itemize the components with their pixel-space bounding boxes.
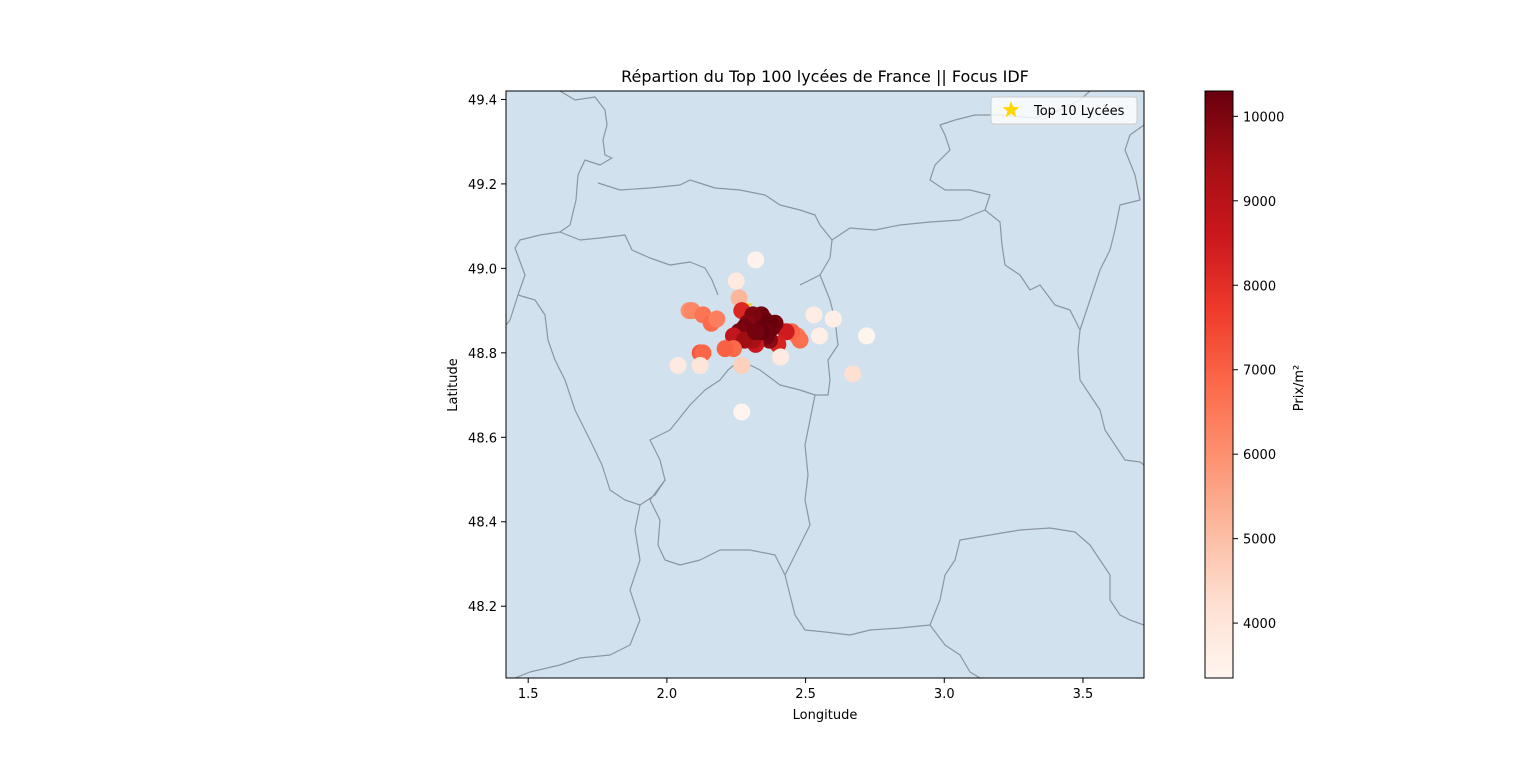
x-axis-label: Longitude (793, 708, 858, 723)
data-point (708, 310, 726, 328)
data-point (694, 344, 712, 362)
data-point (844, 365, 862, 383)
data-point (858, 327, 876, 345)
x-axis-ticks: 1.5 2.0 2.5 3.0 3.5 (518, 678, 1093, 702)
x-tick-label: 1.5 (518, 687, 539, 702)
colorbar-ticks: 4000 5000 6000 7000 8000 9000 10000 (1233, 110, 1284, 632)
colorbar-tick-label: 4000 (1243, 617, 1276, 632)
data-point (747, 251, 765, 269)
colorbar-tick-label: 9000 (1243, 195, 1276, 210)
border-line (597, 179, 833, 286)
y-tick-label: 49.2 (468, 178, 497, 193)
y-tick-label: 49.4 (468, 93, 497, 108)
border-line (514, 504, 641, 678)
data-point (747, 323, 765, 341)
colorbar-tick-label: 8000 (1243, 279, 1276, 294)
data-point (824, 310, 842, 328)
data-point (669, 356, 687, 374)
x-tick-label: 2.5 (795, 687, 816, 702)
legend-box (990, 96, 1138, 125)
border-line (559, 231, 719, 296)
border-line (506, 91, 613, 326)
data-point (716, 340, 734, 358)
colorbar-label: Prix/m² (1292, 365, 1307, 412)
legend-label: Top 10 Lycées (1033, 104, 1125, 119)
data-point (805, 306, 823, 324)
colorbar-tick-label: 7000 (1243, 364, 1276, 379)
data-point (733, 403, 751, 421)
border-line (1079, 124, 1144, 331)
data-point (691, 356, 709, 374)
border-line (784, 394, 816, 576)
border-line (649, 479, 981, 678)
data-point (727, 272, 745, 290)
data-point (810, 327, 828, 345)
y-tick-label: 48.4 (468, 516, 497, 531)
border-line (929, 527, 1144, 626)
data-point (733, 356, 751, 374)
department-borders (506, 91, 1144, 678)
colorbar-gradient (1204, 90, 1234, 679)
y-tick-label: 49.0 (468, 262, 497, 277)
legend: Top 10 Lycées (990, 96, 1138, 125)
y-tick-label: 48.6 (468, 431, 497, 446)
border-line (517, 294, 741, 506)
plot-area (505, 90, 1145, 679)
map-background (506, 91, 1144, 678)
y-tick-label: 48.2 (468, 600, 497, 615)
legend-star-icon (1002, 101, 1020, 118)
colorbar-tick-label: 10000 (1243, 110, 1284, 125)
plot-frame (505, 90, 1145, 679)
chart-title: Répartion du Top 100 lycées de France ||… (621, 67, 1029, 86)
x-tick-label: 2.0 (657, 687, 678, 702)
colorbar: 4000 5000 6000 7000 8000 9000 10000 Prix/m² (1204, 90, 1307, 679)
data-point (730, 289, 748, 307)
y-axis-label: Latitude (446, 358, 461, 412)
x-tick-label: 3.5 (1073, 687, 1094, 702)
colorbar-tick-label: 6000 (1243, 448, 1276, 463)
scatter-points (669, 251, 876, 421)
x-tick-label: 3.0 (934, 687, 955, 702)
colorbar-tick-label: 5000 (1243, 533, 1276, 548)
data-point (772, 348, 790, 366)
y-tick-label: 48.8 (468, 347, 497, 362)
y-axis-ticks: 48.2 48.4 48.6 48.8 49.0 49.2 49.4 (468, 93, 506, 615)
